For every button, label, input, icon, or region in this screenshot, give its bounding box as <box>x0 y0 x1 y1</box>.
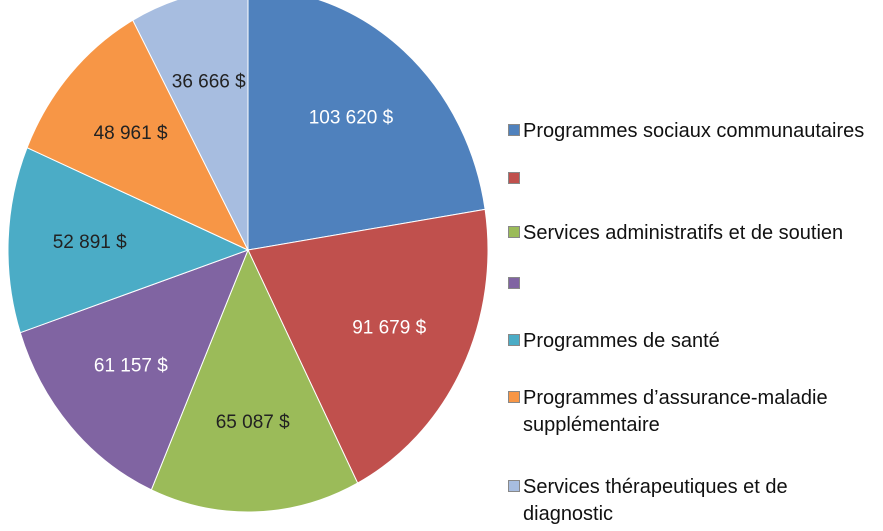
legend-label: Programmes sociaux communautaires <box>523 120 865 142</box>
pie-slice <box>247 208 489 484</box>
pie-slice <box>247 0 486 251</box>
legend-label <box>523 166 878 193</box>
legend-label: Programmes de santé <box>523 330 720 352</box>
legend-entry: Programmes d’assurance-maladie supplémen… <box>508 385 878 439</box>
legend-swatch <box>508 334 520 346</box>
data-label: 65 087 $ <box>216 412 290 433</box>
legend-swatch <box>508 226 520 238</box>
legend-swatch <box>508 391 520 403</box>
legend-label: Programmes d’assurance-maladie supplémen… <box>523 387 828 436</box>
legend-label: Services administratifs et de soutien <box>523 222 844 244</box>
legend-label <box>523 271 878 298</box>
pie-slice <box>19 249 249 491</box>
data-label: 61 157 $ <box>94 355 168 376</box>
legend-entry: Programmes de santé <box>508 328 878 355</box>
legend-entry: Services thérapeutiques et de diagnostic <box>508 474 878 528</box>
data-label: 52 891 $ <box>53 232 127 253</box>
legend-entry: Services administratifs et de soutien <box>508 220 878 247</box>
data-label: 48 961 $ <box>94 123 168 144</box>
legend-swatch <box>508 277 520 289</box>
data-label: 91 679 $ <box>352 317 426 338</box>
data-label: 36 666 $ <box>172 71 246 92</box>
legend-entry <box>508 166 878 193</box>
legend-label: Services thérapeutiques et de diagnostic <box>523 476 788 525</box>
legend-entry <box>508 271 878 298</box>
pie-slice <box>26 19 250 252</box>
pie-slice <box>132 0 249 251</box>
legend-swatch <box>508 124 520 136</box>
data-label: 103 620 $ <box>309 108 394 129</box>
legend-swatch <box>508 480 520 492</box>
pie-slice <box>150 248 359 513</box>
pie-slice <box>7 146 250 334</box>
legend-swatch <box>508 172 520 184</box>
legend-entry: Programmes sociaux communautaires <box>508 118 878 145</box>
